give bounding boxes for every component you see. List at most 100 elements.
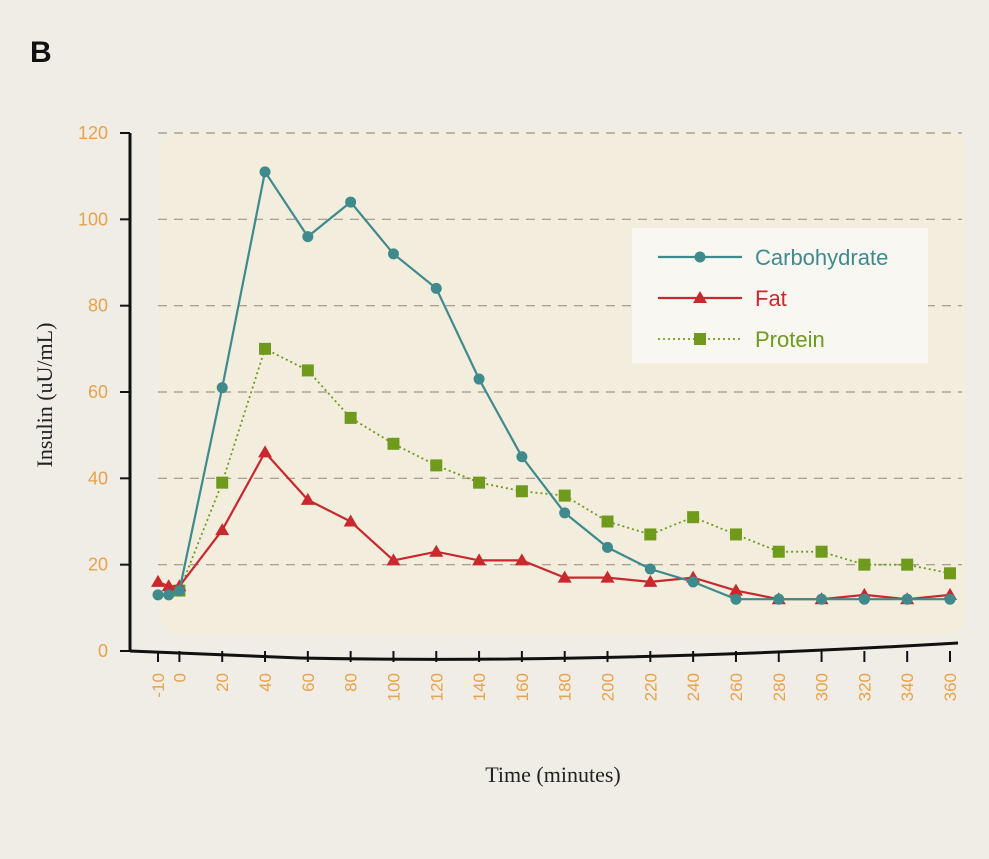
legend-marker-fat — [693, 291, 707, 303]
x-tick-label-360: 360 — [941, 673, 960, 701]
point-protein-11 — [644, 528, 657, 541]
series-protein — [173, 342, 956, 597]
x-tick-label-40: 40 — [256, 673, 275, 692]
point-carbohydrate-19 — [901, 593, 913, 605]
x-tick-label-0: 0 — [170, 673, 189, 682]
point-fat-0 — [151, 574, 165, 587]
x-tick-label-140: 140 — [470, 673, 489, 701]
x-tick-label--10: -10 — [149, 673, 168, 698]
x-tick-label-340: 340 — [898, 673, 917, 701]
point-protein-10 — [601, 515, 614, 528]
point-fat-6 — [343, 514, 358, 527]
point-carbohydrate-9 — [473, 373, 485, 385]
point-fat-7 — [386, 553, 401, 566]
y-tick-label-100: 100 — [78, 209, 108, 229]
point-protein-7 — [473, 476, 486, 489]
point-carbohydrate-7 — [387, 248, 399, 260]
point-fat-8 — [429, 544, 444, 557]
point-fat-5 — [300, 492, 315, 505]
x-tick-label-200: 200 — [599, 673, 618, 701]
point-protein-2 — [259, 342, 272, 355]
point-protein-12 — [687, 511, 700, 524]
legend-label-protein: Protein — [755, 327, 825, 352]
point-protein-13 — [729, 528, 742, 541]
point-carbohydrate-10 — [516, 451, 528, 463]
y-axis-title: Insulin (uU/mL) — [32, 323, 57, 468]
point-carbohydrate-12 — [602, 541, 614, 553]
point-protein-16 — [858, 558, 871, 571]
point-carbohydrate-11 — [559, 507, 571, 519]
x-tick-labels: -10 0 20 40 60 80 100 120 140 160 180 200 220 240 260 2… — [149, 673, 960, 701]
x-tick-label-260: 260 — [727, 673, 746, 701]
point-fat-1 — [161, 579, 176, 592]
point-carbohydrate-13 — [644, 563, 656, 575]
y-tick-label-80: 80 — [88, 296, 108, 316]
x-tick-label-240: 240 — [684, 673, 703, 701]
point-carbohydrate-8 — [430, 282, 442, 294]
panel-letter: B — [30, 36, 52, 69]
x-tick-label-100: 100 — [384, 673, 403, 701]
point-protein-6 — [430, 459, 443, 472]
x-tick-label-20: 20 — [213, 673, 232, 692]
x-tick-label-180: 180 — [556, 673, 575, 701]
point-fat-15 — [728, 583, 743, 596]
point-protein-5 — [387, 437, 400, 450]
legend: Carbohydrate Fat Protein — [632, 228, 928, 363]
x-tick-label-60: 60 — [299, 673, 318, 692]
point-protein-3 — [301, 364, 314, 377]
point-carbohydrate-20 — [944, 593, 956, 605]
x-tick-label-160: 160 — [513, 673, 532, 701]
point-carbohydrate-5 — [302, 231, 314, 243]
point-fat-9 — [472, 553, 487, 566]
axes — [120, 132, 959, 662]
point-fat-11 — [557, 570, 572, 583]
point-protein-15 — [815, 545, 828, 558]
point-fat-3 — [215, 523, 230, 536]
gridlines — [158, 132, 962, 566]
legend-label-fat: Fat — [755, 286, 787, 311]
point-carbohydrate-4 — [259, 166, 271, 178]
x-tick-label-280: 280 — [770, 673, 789, 701]
point-carbohydrate-1 — [163, 589, 175, 601]
point-carbohydrate-14 — [687, 576, 699, 588]
point-protein-18 — [944, 567, 956, 580]
x-tick-label-220: 220 — [641, 673, 660, 701]
x-axis-line — [129, 641, 959, 661]
point-fat-10 — [514, 553, 529, 566]
y-tick-label-20: 20 — [88, 555, 108, 575]
point-carbohydrate-3 — [216, 382, 228, 394]
x-tick-label-80: 80 — [342, 673, 361, 692]
point-protein-9 — [558, 489, 571, 502]
point-fat-12 — [600, 570, 615, 583]
point-carbohydrate-15 — [730, 593, 742, 605]
legend-label-carbohydrate: Carbohydrate — [755, 245, 888, 270]
legend-marker-carbohydrate — [694, 251, 706, 263]
x-tick-label-300: 300 — [813, 673, 832, 701]
legend-marker-protein — [694, 333, 706, 345]
point-carbohydrate-16 — [773, 593, 785, 605]
point-fat-13 — [643, 574, 658, 587]
point-carbohydrate-2 — [173, 585, 185, 597]
y-tick-label-40: 40 — [88, 468, 108, 488]
y-tick-label-120: 120 — [78, 123, 108, 143]
y-tick-label-0: 0 — [98, 641, 108, 661]
point-carbohydrate-18 — [858, 593, 870, 605]
x-tick-label-120: 120 — [427, 673, 446, 701]
point-protein-8 — [515, 485, 528, 498]
point-carbohydrate-6 — [345, 196, 357, 208]
legend-box — [632, 228, 928, 363]
y-tick-label-60: 60 — [88, 382, 108, 402]
point-protein-1 — [216, 476, 229, 489]
point-carbohydrate-0 — [152, 589, 164, 601]
series-carbohydrate — [152, 166, 956, 605]
series-group — [151, 166, 957, 605]
x-tick-label-320: 320 — [855, 673, 874, 701]
point-protein-4 — [344, 411, 357, 424]
x-axis-title: Time (minutes) — [485, 762, 620, 787]
point-carbohydrate-17 — [816, 593, 828, 605]
point-fat-4 — [258, 445, 273, 458]
point-protein-17 — [901, 558, 914, 571]
plot-background — [160, 130, 965, 635]
y-tick-labels: 0 20 40 60 80 100 120 — [78, 123, 108, 661]
